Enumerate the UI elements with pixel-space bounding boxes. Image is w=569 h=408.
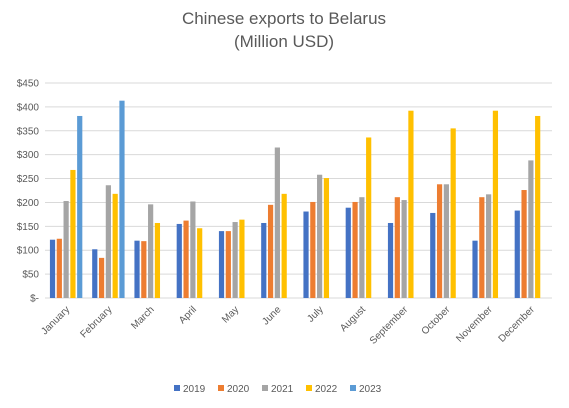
- bar-2020-june: [267, 204, 274, 298]
- legend-swatch: [218, 385, 224, 391]
- legend-label: 2022: [315, 384, 338, 395]
- bar-2021-june: [274, 147, 280, 298]
- x-tick-label: September: [368, 304, 411, 347]
- bar-2023-january: [77, 115, 83, 298]
- x-tick-label: April: [177, 304, 199, 326]
- bar-2019-march: [134, 240, 140, 298]
- legend-swatch: [306, 385, 312, 391]
- bar-2019-may: [218, 231, 225, 298]
- chart-title: Chinese exports to Belarus (Million USD): [182, 9, 386, 51]
- y-tick-label: $100: [17, 246, 40, 257]
- legend-label: 2019: [183, 384, 206, 395]
- bar-2020-april: [183, 220, 189, 298]
- bar-2021-march: [148, 204, 154, 298]
- y-tick-label: $350: [17, 126, 40, 137]
- bar-2021-january: [63, 201, 69, 298]
- x-tick-label: March: [129, 304, 156, 331]
- bar-2022-october: [450, 128, 456, 298]
- bar-2019-november: [472, 240, 478, 298]
- bar-2021-august: [359, 197, 365, 298]
- bar-2022-march: [154, 222, 161, 298]
- y-tick-label: $50: [22, 270, 39, 281]
- bar-2019-july: [303, 211, 309, 298]
- bar-2020-october: [436, 184, 443, 298]
- bar-2022-january: [70, 169, 76, 298]
- bar-2022-april: [197, 228, 203, 298]
- bar-2019-september: [387, 222, 394, 298]
- bar-2021-may: [232, 222, 238, 298]
- bar-2019-june: [261, 222, 267, 298]
- legend-label: 2023: [359, 384, 382, 395]
- bar-2022-may: [239, 219, 245, 298]
- bar-2019-august: [345, 207, 351, 298]
- x-tick-label: July: [305, 304, 325, 324]
- bar-2019-april: [176, 223, 182, 298]
- bar-2020-may: [225, 231, 231, 298]
- x-tick-label: June: [260, 304, 283, 327]
- x-tick-label: August: [338, 304, 368, 334]
- bar-2020-september: [394, 197, 400, 298]
- chart-title-line-2: (Million USD): [234, 32, 334, 51]
- bar-2021-october: [443, 184, 449, 298]
- x-tick-label: November: [454, 304, 495, 345]
- legend-swatch: [174, 385, 180, 391]
- bar-2021-april: [190, 201, 196, 298]
- bar-2023-february: [119, 100, 125, 298]
- x-axis-tick-labels: January February March April May June July Augu…: [39, 304, 537, 347]
- bar-2022-july: [323, 178, 330, 298]
- x-tick-label: February: [78, 304, 114, 340]
- gridlines: [45, 82, 552, 299]
- y-tick-label: $-: [30, 294, 39, 305]
- x-tick-label: January: [39, 304, 72, 337]
- bar-2019-february: [92, 249, 98, 298]
- bar-2021-november: [486, 194, 492, 298]
- x-tick-label: May: [220, 304, 241, 325]
- bar-2019-december: [514, 210, 520, 298]
- y-tick-label: $400: [17, 102, 40, 113]
- bar-2020-december: [521, 190, 527, 298]
- bar-2022-december: [535, 115, 541, 298]
- bar-2021-july: [317, 174, 323, 298]
- bar-2022-september: [408, 110, 414, 298]
- chart-title-line-1: Chinese exports to Belarus: [182, 9, 386, 28]
- bar-2020-february: [98, 257, 105, 298]
- bar-2020-november: [479, 197, 485, 298]
- legend-swatch: [262, 385, 268, 391]
- bar-2020-july: [310, 201, 316, 298]
- bar-2021-september: [401, 200, 407, 298]
- bar-2022-february: [112, 193, 118, 298]
- bar-2020-august: [352, 201, 358, 298]
- y-tick-label: $450: [17, 79, 40, 90]
- bar-2019-october: [430, 212, 436, 298]
- bar-2022-june: [281, 193, 287, 298]
- bar-2019-january: [49, 239, 56, 298]
- bar-2022-november: [492, 110, 499, 298]
- bar-2021-december: [528, 160, 534, 298]
- x-tick-label: October: [420, 304, 453, 337]
- y-tick-label: $250: [17, 174, 40, 185]
- bar-2020-january: [56, 238, 62, 298]
- bar-2021-february: [105, 185, 111, 298]
- y-tick-label: $300: [17, 150, 40, 161]
- legend: 2019 2020 2021 2022 2023: [174, 384, 382, 395]
- legend-swatch: [350, 385, 356, 391]
- bars: [49, 100, 541, 298]
- bar-2022-august: [366, 137, 372, 298]
- y-axis-tick-labels: $- $50 $100 $150 $200 $250 $300 $350 $400 $450: [17, 79, 40, 305]
- bar-2020-march: [141, 241, 147, 298]
- x-tick-label: December: [497, 304, 538, 345]
- legend-label: 2020: [227, 384, 250, 395]
- y-tick-label: $150: [17, 222, 40, 233]
- y-tick-label: $200: [17, 198, 40, 209]
- legend-label: 2021: [271, 384, 294, 395]
